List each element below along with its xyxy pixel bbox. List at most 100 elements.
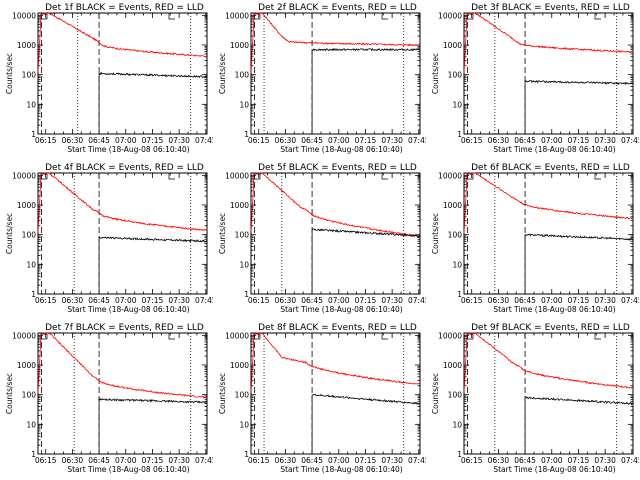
- chart-title: Det 4f BLACK = Events, RED = LLD: [45, 163, 204, 173]
- y-tick-label: 1: [244, 290, 249, 299]
- y-tick-label: 100: [448, 391, 463, 400]
- x-tick-label: 07:45: [195, 136, 213, 145]
- y-axis: 1 10 100 1000 10000: [12, 11, 207, 139]
- time-markers: [467, 13, 618, 134]
- x-tick-label: 06:30: [275, 456, 297, 465]
- chart-title: Det 8f BLACK = Events, RED = LLD: [258, 323, 417, 333]
- chart-title: Det 6f BLACK = Events, RED = LLD: [471, 163, 630, 173]
- y-tick-label: 100: [448, 71, 463, 80]
- corner-marker: [594, 173, 601, 180]
- x-tick-label: 06:15: [461, 296, 483, 305]
- y-axis: 1 10 100 1000 10000: [12, 331, 207, 459]
- x-axis-label: Start Time (18-Aug-08 06:10:40): [67, 465, 189, 474]
- chart-title: Det 9f BLACK = Events, RED = LLD: [471, 323, 630, 333]
- x-tick-label: 06:45: [301, 456, 323, 465]
- y-tick-label: 100: [235, 71, 250, 80]
- y-tick-label: 10000: [12, 331, 36, 340]
- x-axis-label: Start Time (18-Aug-08 06:10:40): [280, 465, 402, 474]
- lld-series-line: [463, 172, 634, 234]
- y-tick-label: 10: [239, 260, 249, 269]
- events-series-line: [98, 71, 207, 134]
- plot-frame: [250, 332, 421, 455]
- x-tick-label: 07:45: [408, 296, 426, 305]
- corner-marker: [594, 13, 601, 20]
- time-markers: [41, 333, 192, 454]
- y-tick-label: 1000: [17, 361, 36, 370]
- x-axis: 06:15 06:30 06:45 07:00 07:15 07:30 07:45: [461, 173, 639, 305]
- y-tick-label: 1: [31, 130, 36, 139]
- lld-series-line: [37, 172, 207, 233]
- y-tick-label: 100: [235, 231, 250, 240]
- y-axis: 1 10 100 1000 10000: [438, 11, 633, 139]
- x-tick-label: 06:15: [35, 136, 57, 145]
- chart-title: Det 7f BLACK = Events, RED = LLD: [45, 323, 204, 333]
- x-tick-label: 07:45: [195, 296, 213, 305]
- x-tick-label: 06:15: [248, 136, 270, 145]
- x-tick-label: 06:15: [461, 456, 483, 465]
- plot-frame: [250, 12, 421, 135]
- y-tick-label: 100: [22, 391, 37, 400]
- events-series-line: [98, 236, 208, 294]
- y-tick-label: 1000: [443, 361, 462, 370]
- x-tick-label: 07:30: [594, 296, 616, 305]
- x-tick-label: 06:45: [88, 136, 110, 145]
- y-axis: 1 10 100 1000 10000: [225, 171, 420, 299]
- lld-series-line: [463, 332, 634, 392]
- x-axis: 06:15 06:30 06:45 07:00 07:15 07:30 07:45: [248, 333, 426, 465]
- y-tick-label: 10000: [225, 331, 249, 340]
- y-tick-label: 1: [244, 130, 249, 139]
- events-series-line: [524, 79, 634, 134]
- y-tick-label: 1000: [443, 41, 462, 50]
- plot-frame: [463, 172, 634, 295]
- y-tick-label: 1: [457, 450, 462, 459]
- x-axis: 06:15 06:30 06:45 07:00 07:15 07:30 07:45: [35, 13, 213, 145]
- chart-title: Det 3f BLACK = Events, RED = LLD: [471, 3, 630, 13]
- y-tick-label: 10: [239, 100, 249, 109]
- time-markers: [467, 333, 618, 454]
- y-axis: 1 10 100 1000 10000: [225, 331, 420, 459]
- x-tick-label: 06:30: [62, 456, 84, 465]
- y-tick-label: 1000: [230, 41, 249, 50]
- y-axis-label: Counts/sec: [5, 213, 14, 254]
- y-tick-label: 10: [26, 260, 36, 269]
- x-tick-label: 07:30: [381, 456, 403, 465]
- y-tick-label: 10: [26, 420, 36, 429]
- lld-series-line: [250, 12, 421, 73]
- plot-frame: [37, 172, 208, 295]
- events-series-line: [524, 396, 634, 454]
- x-tick-label: 07:30: [168, 456, 190, 465]
- x-tick-label: 07:15: [568, 136, 590, 145]
- x-tick-label: 07:00: [328, 136, 350, 145]
- x-tick-label: 06:15: [248, 296, 270, 305]
- x-tick-label: 07:30: [381, 296, 403, 305]
- x-axis-label: Start Time (18-Aug-08 06:10:40): [67, 305, 189, 314]
- chart-panel-4: Det 4f BLACK = Events, RED = LLD 1 10 100 10…: [5, 163, 213, 314]
- x-tick-label: 07:00: [541, 296, 563, 305]
- x-tick-label: 06:30: [488, 296, 510, 305]
- events-series-line: [311, 48, 420, 134]
- x-tick-label: 07:00: [328, 296, 350, 305]
- chart-title: Det 5f BLACK = Events, RED = LLD: [258, 163, 417, 173]
- x-tick-label: 07:15: [355, 456, 377, 465]
- x-tick-label: 07:30: [594, 456, 616, 465]
- x-tick-label: 07:30: [594, 136, 616, 145]
- plot-frame: [37, 332, 208, 455]
- y-tick-label: 10000: [438, 11, 462, 20]
- y-axis: 1 10 100 1000 10000: [12, 171, 207, 299]
- y-axis-label: Counts/sec: [431, 373, 440, 414]
- x-tick-label: 07:45: [195, 456, 213, 465]
- x-tick-label: 07:30: [168, 136, 190, 145]
- x-tick-label: 06:45: [301, 296, 323, 305]
- corner-marker: [168, 13, 175, 20]
- y-tick-label: 100: [235, 391, 250, 400]
- y-tick-label: 1000: [230, 201, 249, 210]
- y-tick-label: 10: [452, 420, 462, 429]
- events-series-line: [311, 228, 421, 294]
- x-tick-label: 07:15: [568, 456, 590, 465]
- x-tick-label: 07:00: [541, 456, 563, 465]
- y-axis-label: Counts/sec: [218, 373, 227, 414]
- x-axis: 06:15 06:30 06:45 07:00 07:15 07:30 07:45: [248, 13, 426, 145]
- y-axis-label: Counts/sec: [5, 373, 14, 414]
- y-tick-label: 1000: [17, 201, 36, 210]
